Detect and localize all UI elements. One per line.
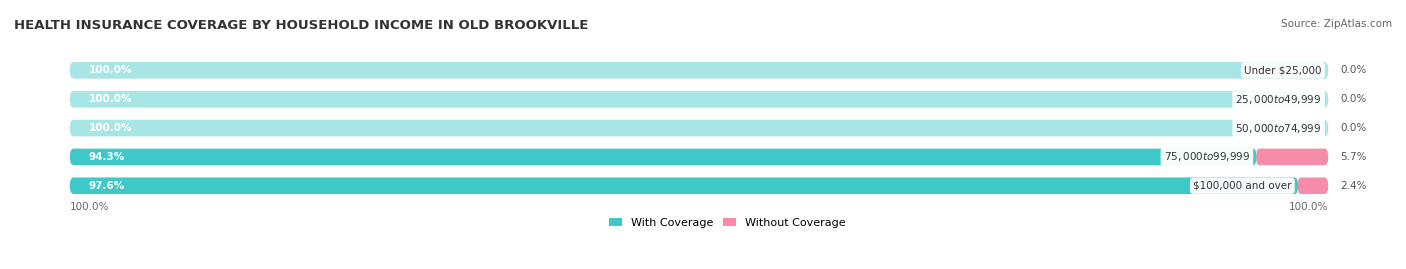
FancyBboxPatch shape — [70, 178, 1298, 194]
FancyBboxPatch shape — [70, 178, 1329, 194]
Text: 0.0%: 0.0% — [1341, 94, 1367, 104]
Text: 0.0%: 0.0% — [1341, 65, 1367, 75]
Text: 97.6%: 97.6% — [21, 181, 58, 191]
FancyBboxPatch shape — [70, 62, 1329, 79]
Text: 100.0%: 100.0% — [70, 201, 110, 211]
Text: Under $25,000: Under $25,000 — [1244, 65, 1322, 75]
Text: $75,000 to $99,999: $75,000 to $99,999 — [1164, 150, 1250, 163]
FancyBboxPatch shape — [1256, 149, 1329, 165]
Text: Source: ZipAtlas.com: Source: ZipAtlas.com — [1281, 19, 1392, 29]
Text: HEALTH INSURANCE COVERAGE BY HOUSEHOLD INCOME IN OLD BROOKVILLE: HEALTH INSURANCE COVERAGE BY HOUSEHOLD I… — [14, 19, 589, 32]
FancyBboxPatch shape — [70, 91, 1329, 107]
Text: $25,000 to $49,999: $25,000 to $49,999 — [1236, 93, 1322, 106]
Text: 97.6%: 97.6% — [89, 181, 125, 191]
FancyBboxPatch shape — [70, 149, 1257, 165]
FancyBboxPatch shape — [70, 149, 1329, 165]
Text: 100.0%: 100.0% — [14, 65, 58, 75]
Text: $50,000 to $74,999: $50,000 to $74,999 — [1236, 122, 1322, 134]
FancyBboxPatch shape — [70, 62, 1329, 79]
FancyBboxPatch shape — [1298, 178, 1329, 194]
FancyBboxPatch shape — [70, 120, 1329, 136]
FancyBboxPatch shape — [70, 120, 1329, 136]
Text: 0.0%: 0.0% — [1341, 123, 1367, 133]
Text: 2.4%: 2.4% — [1341, 181, 1367, 191]
Text: 94.3%: 94.3% — [21, 152, 58, 162]
Text: 100.0%: 100.0% — [1289, 201, 1329, 211]
Text: 100.0%: 100.0% — [89, 65, 132, 75]
Text: 94.3%: 94.3% — [89, 152, 125, 162]
Text: $100,000 and over: $100,000 and over — [1194, 181, 1292, 191]
Text: 100.0%: 100.0% — [89, 123, 132, 133]
Text: 100.0%: 100.0% — [14, 123, 58, 133]
Legend: With Coverage, Without Coverage: With Coverage, Without Coverage — [605, 213, 851, 232]
Text: 100.0%: 100.0% — [14, 94, 58, 104]
FancyBboxPatch shape — [70, 91, 1329, 107]
Text: 100.0%: 100.0% — [89, 94, 132, 104]
Text: 5.7%: 5.7% — [1341, 152, 1367, 162]
